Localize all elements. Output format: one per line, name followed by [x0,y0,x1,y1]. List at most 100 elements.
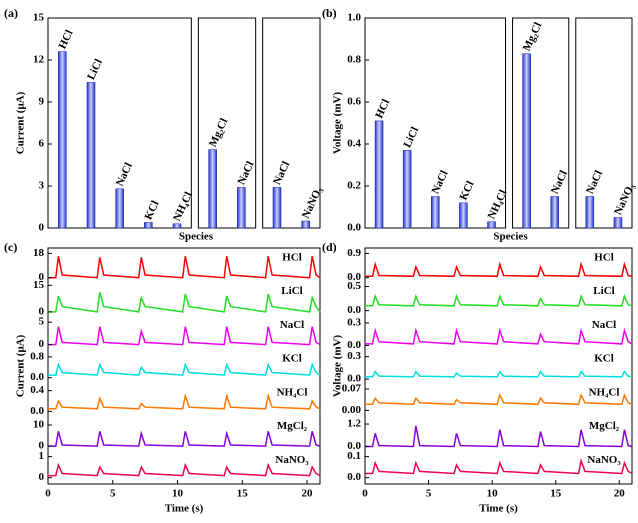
trace [48,430,321,447]
x-axis-label: Species [493,231,528,243]
y-tick-label: 0.6 [347,96,361,108]
bar [115,188,124,229]
trace [365,393,633,406]
y-tick-label: 0.1 [347,450,361,462]
y-tick-label: 10 [33,419,45,431]
subpanel-frame [575,17,633,229]
bar [459,202,468,229]
panel-label: (c) [4,240,17,254]
y-tick-label: 15 [33,279,45,291]
x-axis-label: Time (s) [479,503,518,515]
trace-name: NH₄Cl [589,386,620,398]
y-tick-label: 6 [39,138,45,150]
y-tick-label: 5 [39,316,45,328]
trace-name: KCl [594,353,614,365]
bar-label: NaCl [549,169,570,196]
y-tick-label: 0.00 [342,404,362,416]
y-tick-label: 15 [33,12,45,24]
bar-label: NaNO₃ [300,185,325,221]
trace [48,462,321,477]
bar-label: NaCl [114,161,135,188]
y-tick-label: 18 [33,247,45,259]
trace [48,326,321,346]
bar-label: HCl [373,97,392,120]
x-tick-label: 10 [487,488,499,500]
y-tick-label: 0.0 [347,440,361,452]
y-tick-label: 0.3 [347,316,361,328]
trace-name: NaNO₃ [587,454,621,466]
subpanel-frame [512,17,570,229]
trace [48,255,321,279]
panel-label: (a) [4,6,18,20]
y-axis-label: Voltage (mV) [332,92,344,155]
y-tick-label: 1.0 [347,12,361,24]
bar [208,149,217,229]
x-tick-label: 5 [110,488,116,500]
panel-label: (d) [322,240,337,254]
bar-label: LiCl [401,125,421,149]
trace [365,327,633,345]
y-tick-label: 9 [39,96,45,108]
bar [237,187,246,229]
y-tick-label: 0.8 [347,54,361,66]
bar [301,220,310,229]
trace-name: LiCl [281,285,302,297]
y-tick-label: 0.5 [347,280,361,292]
y-tick-label: 0.0 [347,222,361,234]
y-axis-label: Current (μA) [15,334,27,397]
y-tick-label: 0.0 [30,371,44,383]
y-tick-label: 0.0 [347,373,361,385]
bar-label: Mg₂Cl [207,117,231,149]
y-tick-label: 0 [39,222,45,234]
bar [374,120,384,229]
trace [365,370,633,378]
trace-name: HCl [282,252,302,264]
y-tick-label: 0.3 [347,350,361,362]
trace [48,362,321,376]
x-tick-label: 15 [237,488,249,500]
bar [613,217,623,229]
x-tick-label: 10 [172,488,184,500]
x-tick-label: 0 [45,488,51,500]
y-tick-label: 0.07 [342,383,362,395]
bar-label: HCl [56,28,75,51]
x-tick-label: 5 [426,488,432,500]
trace-name: NaCl [280,319,304,331]
trace [365,293,633,307]
y-tick-label: 1 [39,450,45,462]
bar [272,187,282,229]
y-tick-label: 1.2 [347,418,361,430]
x-tick-label: 20 [302,488,314,500]
y-tick-label: 0 [39,440,45,452]
trace-name: MgCl₂ [277,420,308,432]
y-tick-label: 0 [39,471,45,483]
bar-label: KCl [142,199,161,222]
bar-label: NaCl [584,169,605,196]
bar-label: NaCl [429,169,450,196]
y-tick-label: 0.0 [347,339,361,351]
trace-name: NH₄Cl [277,386,308,398]
y-axis-label: Voltage (mV) [332,335,344,398]
y-tick-label: 0.4 [347,138,361,150]
trace-name: KCl [282,353,302,365]
bar [585,196,595,229]
trace [48,392,321,410]
y-tick-label: 0.0 [347,304,361,316]
bar [172,223,182,229]
bar-label: NaCl [235,160,256,187]
x-tick-label: 20 [614,488,626,500]
bar [487,221,496,229]
trace-name: LiCl [593,285,614,297]
trace-name: MgCl₂ [589,420,620,432]
y-tick-label: 0.0 [347,471,361,483]
bar [431,196,440,229]
bar [58,51,67,229]
trace [365,261,633,278]
bar [550,196,559,229]
trace [365,458,633,475]
trace [365,425,633,448]
y-tick-label: 0 [39,271,45,283]
y-tick-label: 3 [39,180,45,192]
bar [522,53,531,229]
plot-frame [364,247,633,485]
